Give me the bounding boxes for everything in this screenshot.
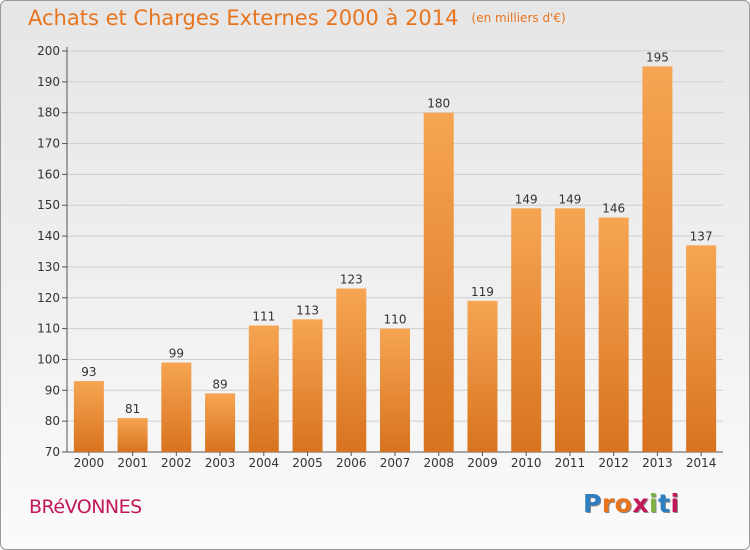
chart-title-text: Achats et Charges Externes 2000 à 2014 xyxy=(28,6,459,30)
x-tick-label: 2008 xyxy=(423,456,454,470)
data-label: 195 xyxy=(646,50,669,64)
place-name: BRéVONNES xyxy=(29,496,142,518)
bar xyxy=(380,328,410,452)
data-labels: 93 81 99 89 111 113 123 110 180 119 149 149 146 195 13… xyxy=(81,50,712,416)
logo-letter: i xyxy=(649,489,659,518)
bar xyxy=(205,393,236,452)
x-tick-label: 2006 xyxy=(336,456,367,470)
data-label: 111 xyxy=(252,310,275,324)
x-tick-label: 2002 xyxy=(161,456,192,470)
y-tick-label: 200 xyxy=(37,44,60,58)
data-label: 119 xyxy=(471,285,494,299)
bar xyxy=(554,208,585,452)
data-label: 89 xyxy=(212,377,227,391)
x-tick-label: 2007 xyxy=(380,456,411,470)
x-tick-label: 2014 xyxy=(686,456,717,470)
bar xyxy=(686,245,717,452)
x-tick-label: 2012 xyxy=(598,456,629,470)
bar xyxy=(73,381,104,452)
data-label: 113 xyxy=(296,303,319,317)
data-label: 149 xyxy=(515,192,538,206)
y-tick-label: 150 xyxy=(37,198,60,212)
y-tick-label: 130 xyxy=(37,260,60,274)
y-tick-label: 190 xyxy=(37,75,60,89)
bar xyxy=(336,288,367,452)
x-tick-label: 2009 xyxy=(467,456,498,470)
data-label: 123 xyxy=(340,273,363,287)
chart-unit-label: (en milliers d'€) xyxy=(471,11,566,25)
data-label: 110 xyxy=(384,313,407,327)
data-label: 149 xyxy=(558,192,581,206)
x-tick-label: 2001 xyxy=(117,456,148,470)
y-tick-label: 120 xyxy=(37,291,60,305)
logo-letter: o xyxy=(614,489,633,518)
y-tick-label: 100 xyxy=(37,352,60,366)
logo-letter: t xyxy=(658,489,671,518)
bar xyxy=(117,418,148,452)
bar xyxy=(511,208,542,452)
bar xyxy=(598,217,629,452)
x-tick-label: 2013 xyxy=(642,456,673,470)
data-label: 93 xyxy=(81,365,96,379)
data-label: 180 xyxy=(427,97,450,111)
data-label: 99 xyxy=(169,347,184,361)
x-tick-label: 2004 xyxy=(249,456,280,470)
data-label: 81 xyxy=(125,402,140,416)
bars xyxy=(73,66,717,452)
x-tick-label: 2000 xyxy=(74,456,105,470)
bar xyxy=(642,66,673,452)
bar xyxy=(161,362,192,452)
x-tick-label: 2003 xyxy=(205,456,236,470)
logo-letter: i xyxy=(670,489,680,518)
data-label: 137 xyxy=(690,229,713,243)
logo-letter: x xyxy=(632,489,649,518)
y-tick-label: 160 xyxy=(37,167,60,181)
proxiti-logo: Proxiti xyxy=(583,489,680,518)
logo-letter: P xyxy=(583,489,602,518)
bar xyxy=(423,112,454,452)
bar xyxy=(292,319,323,452)
x-tick-label: 2011 xyxy=(555,456,586,470)
y-tick-label: 140 xyxy=(37,229,60,243)
y-tick-label: 90 xyxy=(45,383,60,397)
y-tick-label: 110 xyxy=(37,322,60,336)
y-tick-label: 80 xyxy=(45,414,60,428)
bar xyxy=(248,325,279,452)
y-tick-label: 170 xyxy=(37,137,60,151)
y-tick-label: 180 xyxy=(37,106,60,120)
bar xyxy=(467,300,498,452)
x-tick-label: 2010 xyxy=(511,456,542,470)
logo-letter: r xyxy=(601,489,615,518)
data-label: 146 xyxy=(602,202,625,216)
x-tick-label: 2005 xyxy=(292,456,323,470)
chart-title: Achats et Charges Externes 2000 à 2014 (… xyxy=(28,6,566,30)
y-tick-label: 70 xyxy=(45,445,60,459)
